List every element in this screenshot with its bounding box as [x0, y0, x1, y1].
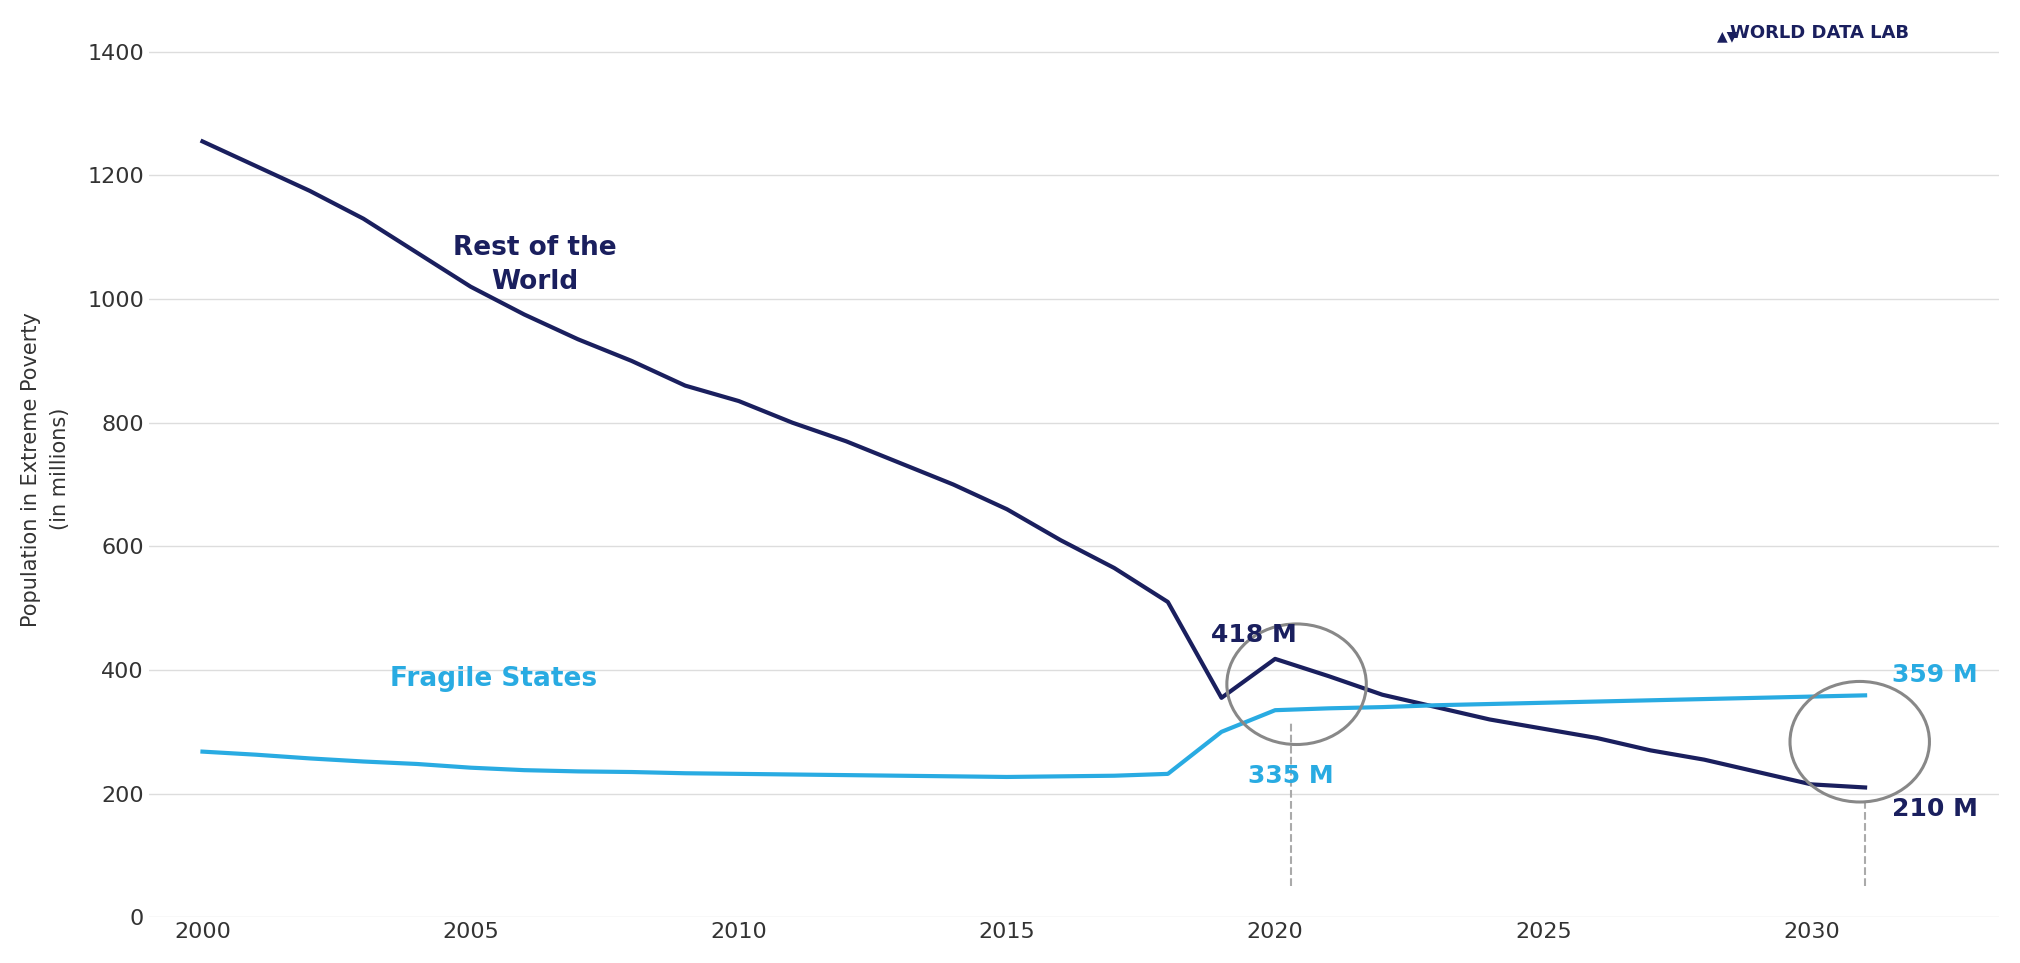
Text: Fragile States: Fragile States: [390, 666, 598, 692]
Text: ▲▼: ▲▼: [1717, 29, 1739, 43]
Text: Rest of the
World: Rest of the World: [452, 235, 616, 295]
Text: 335 M: 335 M: [1248, 764, 1333, 788]
Y-axis label: Population in Extreme Poverty
(in millions): Population in Extreme Poverty (in millio…: [20, 312, 71, 627]
Text: WORLD DATA LAB: WORLD DATA LAB: [1729, 24, 1909, 42]
Text: 359 M: 359 M: [1893, 664, 1978, 688]
Text: 418 M: 418 M: [1210, 622, 1297, 646]
Text: 210 M: 210 M: [1893, 796, 1978, 820]
